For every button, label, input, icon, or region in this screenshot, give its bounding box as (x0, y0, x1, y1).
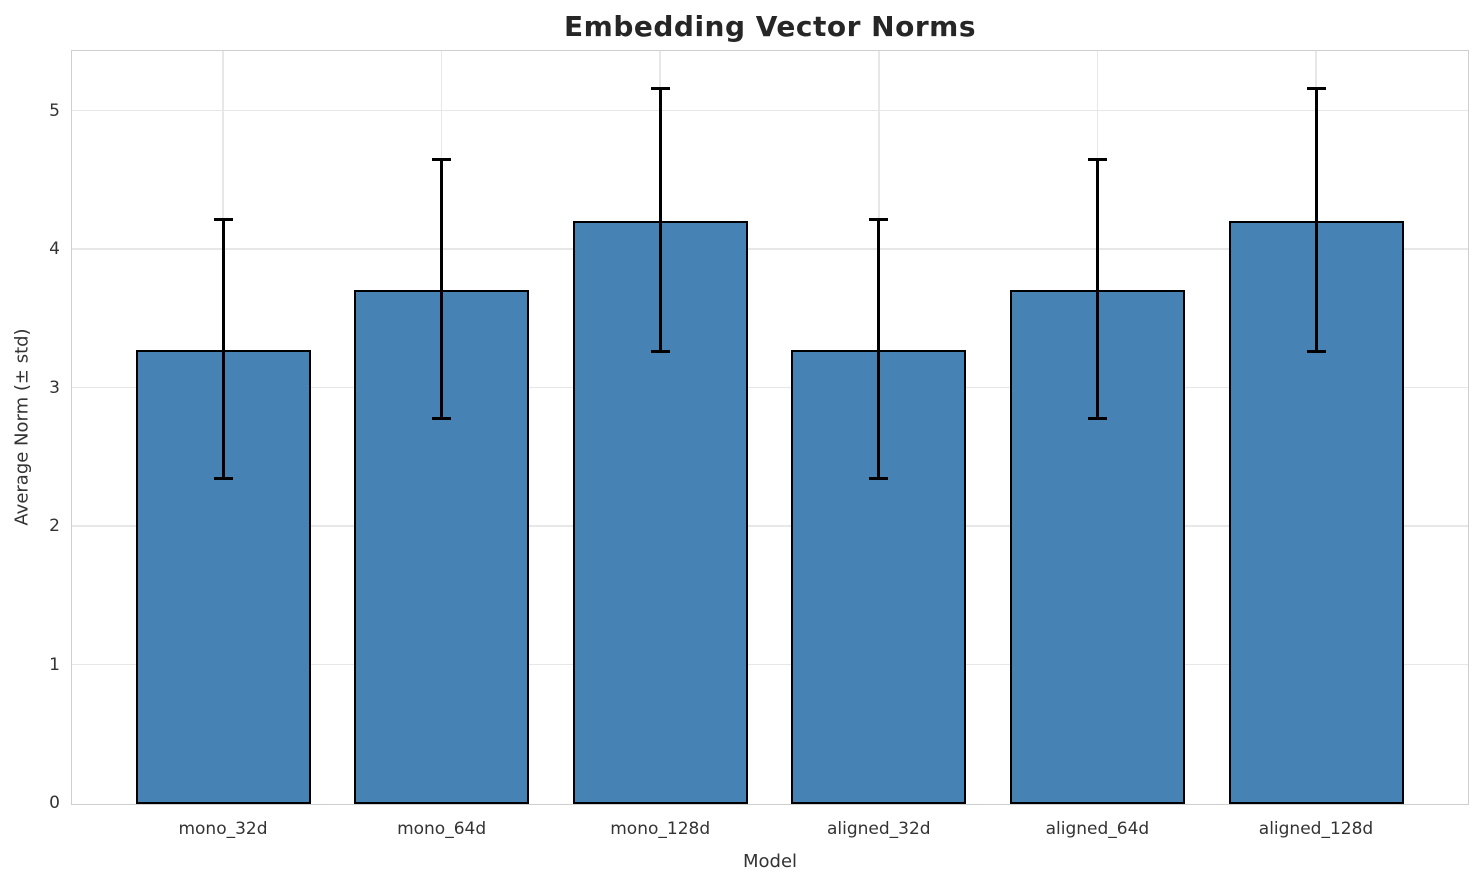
x-tick-label: mono_32d (178, 819, 268, 839)
y-axis-label: Average Norm (± std) (11, 328, 33, 526)
error-cap-bottom-aligned_64d (1087, 417, 1107, 421)
error-bar-mono_64d (440, 159, 444, 420)
gridline-horizontal (72, 525, 1468, 527)
y-tick-label: 2 (49, 516, 60, 537)
error-bar-mono_32d (221, 218, 225, 479)
error-bar-mono_128d (658, 88, 662, 352)
x-tick-label: aligned_128d (1258, 819, 1374, 839)
error-cap-top-mono_32d (213, 217, 233, 221)
gridline-horizontal (72, 386, 1468, 389)
y-tick-label: 5 (49, 100, 60, 121)
error-cap-bottom-mono_128d (650, 349, 670, 353)
y-tick-label: 4 (49, 239, 60, 260)
x-axis-label: Model (742, 851, 798, 872)
error-cap-bottom-aligned_128d (1306, 349, 1326, 353)
error-cap-top-aligned_64d (1087, 158, 1107, 162)
x-tick-label: aligned_32d (826, 819, 931, 839)
error-bar-aligned_32d (877, 218, 881, 479)
error-cap-top-mono_128d (650, 87, 670, 91)
gridline-horizontal (72, 109, 1468, 112)
gridline-horizontal (72, 248, 1468, 250)
plot-area: 0 1 2 3 4 5 mono_32d mono_64d mono_128d aligned_3… (49, 50, 1469, 838)
error-bar-aligned_128d (1314, 88, 1318, 352)
y-tick-label: 0 (49, 793, 60, 813)
x-tick-label: aligned_64d (1045, 819, 1150, 839)
gridline-horizontal (72, 663, 1468, 666)
error-cap-top-mono_64d (432, 158, 452, 162)
error-cap-bottom-mono_32d (213, 476, 233, 480)
x-tick-label: mono_128d (610, 819, 711, 839)
chart-title: Embedding Vector Norms (564, 10, 976, 43)
error-bar-aligned_64d (1095, 159, 1099, 420)
error-cap-top-aligned_128d (1306, 87, 1326, 91)
error-cap-top-aligned_32d (869, 217, 889, 221)
error-cap-bottom-aligned_32d (869, 476, 889, 480)
y-tick-label: 3 (49, 377, 60, 398)
y-tick-label: 1 (49, 654, 60, 675)
error-cap-bottom-mono_64d (432, 417, 452, 421)
x-tick-label: mono_64d (397, 819, 487, 839)
